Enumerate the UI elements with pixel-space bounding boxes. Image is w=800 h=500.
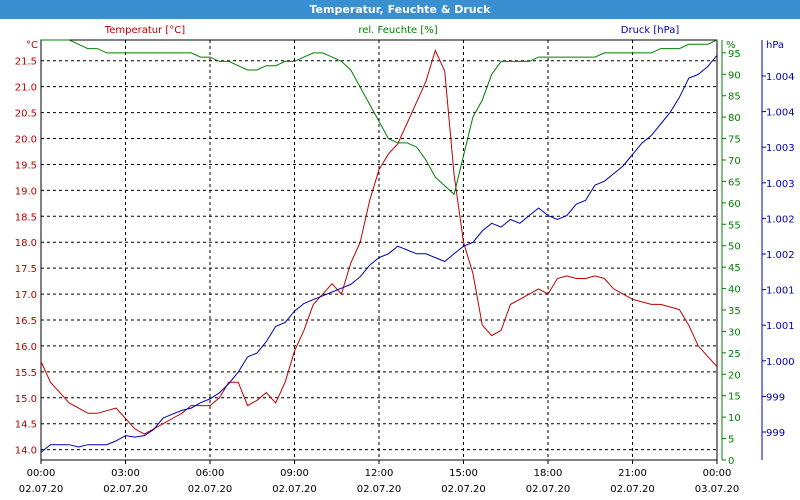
humidity-tick-label: 30	[728, 327, 741, 338]
x-tick-time: 06:00	[196, 468, 225, 479]
x-tick-date: 02.07.20	[103, 484, 148, 495]
pressure-tick-label: 999	[766, 392, 785, 403]
humidity-tick-label: 5	[728, 435, 734, 446]
pressure-tick-label: 1.004	[766, 108, 795, 119]
x-tick-time: 03:00	[111, 468, 140, 479]
pressure-tick-label: 1.004	[766, 72, 795, 83]
temperature-tick-label: 21.0	[15, 83, 37, 94]
pressure-tick-label: 1.002	[766, 214, 795, 225]
temperature-tick-label: 16.5	[15, 316, 37, 327]
humidity-tick-label: 25	[728, 349, 741, 360]
x-tick-date: 02.07.20	[272, 484, 317, 495]
pressure-tick-label: 999	[766, 428, 785, 439]
temperature-tick-label: 19.0	[15, 186, 37, 197]
temperature-tick-label: 20.5	[15, 109, 37, 120]
pressure-tick-label: 1.001	[766, 286, 795, 297]
temperature-tick-label: 15.5	[15, 368, 37, 379]
humidity-tick-label: 35	[728, 306, 741, 317]
x-tick-date: 02.07.20	[441, 484, 486, 495]
series-lines	[40, 39, 718, 453]
temperature-tick-label: 17.5	[15, 264, 37, 275]
x-tick-date: 02.07.20	[610, 484, 655, 495]
x-tick-time: 12:00	[365, 468, 394, 479]
temperature-tick-label: 20.0	[15, 135, 37, 146]
temperature-tick-label: 14.0	[15, 446, 37, 457]
x-tick-date: 03.07.20	[695, 484, 740, 495]
grid	[40, 40, 766, 464]
chart-background	[0, 19, 800, 500]
humidity-tick-label: 60	[728, 199, 741, 210]
temperature-tick-label: 18.5	[15, 212, 37, 223]
pressure-tick-label: 1.003	[766, 179, 795, 190]
x-tick-time: 21:00	[618, 468, 647, 479]
temperature-tick-label: 14.5	[15, 420, 37, 431]
x-tick-date: 02.07.20	[526, 484, 571, 495]
series-line-humidity	[41, 39, 718, 196]
x-tick-time: 09:00	[280, 468, 309, 479]
pressure-unit-label: hPa	[766, 40, 784, 51]
x-tick-date: 02.07.20	[357, 484, 402, 495]
temperature-tick-label: 15.0	[15, 394, 37, 405]
pressure-tick-label: 1.003	[766, 143, 795, 154]
humidity-tick-label: 70	[728, 156, 741, 167]
humidity-tick-label: 50	[728, 242, 741, 253]
pressure-tick-label: 1.002	[766, 250, 795, 261]
temperature-tick-label: 18.0	[15, 238, 37, 249]
x-tick-date: 02.07.20	[188, 484, 233, 495]
temperature-unit-label: °C	[26, 40, 38, 51]
x-tick-time: 15:00	[449, 468, 478, 479]
pressure-tick-label: 1.000	[766, 357, 795, 368]
temperature-tick-label: 16.0	[15, 342, 37, 353]
x-tick-time: 18:00	[534, 468, 563, 479]
humidity-tick-label: 85	[728, 92, 741, 103]
humidity-tick-label: 10	[728, 413, 741, 424]
temperature-tick-label: 17.0	[15, 290, 37, 301]
temperature-tick-label: 19.5	[15, 160, 37, 171]
humidity-axis-title: rel. Feuchte [%]	[358, 25, 437, 36]
pressure-tick-label: 1.001	[766, 321, 795, 332]
pressure-axis-title: Druck [hPa]	[621, 25, 680, 36]
humidity-tick-label: 75	[728, 135, 741, 146]
temperature-axis-title: Temperatur [°C]	[104, 25, 185, 36]
humidity-tick-label: 40	[728, 285, 741, 296]
humidity-tick-label: 90	[728, 70, 741, 81]
humidity-tick-label: 65	[728, 177, 741, 188]
chart-plot: Temperatur [°C] rel. Feuchte [%] Druck […	[0, 19, 800, 500]
humidity-tick-label: 15	[728, 392, 741, 403]
humidity-tick-label: 80	[728, 113, 741, 124]
x-tick-date: 02.07.20	[19, 484, 64, 495]
temperature-tick-label: 21.5	[15, 57, 37, 68]
chart-title: Temperatur, Feuchte & Druck	[0, 0, 800, 19]
humidity-tick-label: 45	[728, 263, 741, 274]
humidity-tick-label: 55	[728, 220, 741, 231]
humidity-tick-label: 0	[728, 456, 734, 467]
plot-frame	[40, 39, 718, 461]
axis-labels: Temperatur [°C] rel. Feuchte [%] Druck […	[15, 25, 795, 495]
humidity-tick-label: 20	[728, 370, 741, 381]
series-line-pressure	[40, 54, 718, 453]
humidity-unit-label: %	[726, 40, 736, 51]
humidity-tick-label: 95	[728, 49, 741, 60]
x-tick-time: 00:00	[703, 468, 732, 479]
x-tick-time: 00:00	[27, 468, 56, 479]
